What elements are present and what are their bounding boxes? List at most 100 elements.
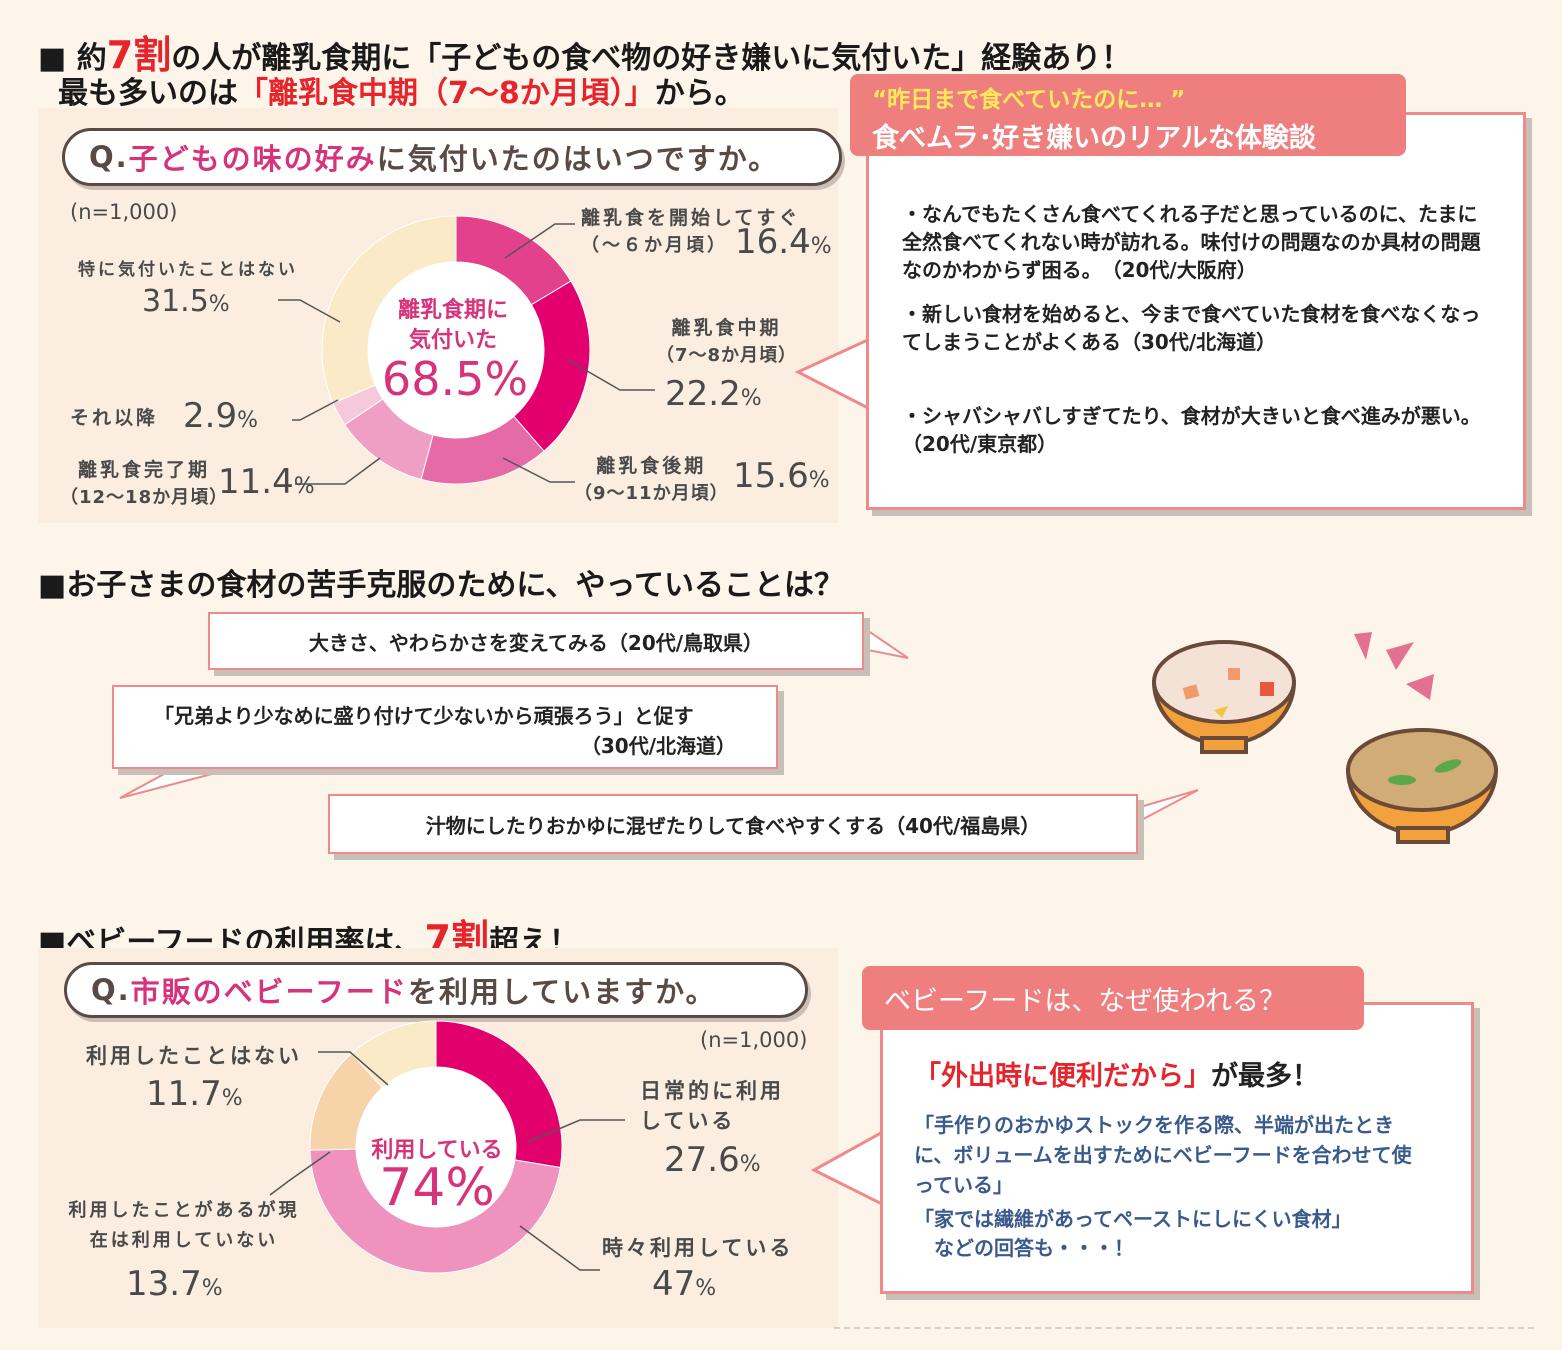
- chart2-center-value: 74%: [379, 1158, 495, 1218]
- pct-never-value: 11.7: [146, 1074, 222, 1114]
- bubble-1: 大きさ、やわらかさを変えてみる（20代/鳥取県）: [208, 612, 864, 670]
- pct-late-value: 15.6: [733, 456, 809, 496]
- title-highlight: 7割: [106, 33, 172, 77]
- experience-box: [866, 112, 1526, 510]
- label-late-sub: （9〜11か月頃）: [574, 483, 729, 504]
- label-past: 利用したことがあるが現在は利用していない: [68, 1200, 300, 1251]
- pct-none: 31.5%: [142, 284, 230, 319]
- reason-headline: 「外出時に便利だから」が最多！: [914, 1054, 1319, 1093]
- chart2-donut: [269, 1020, 625, 1274]
- label-start-name: 離乳食を開始してすぐ: [581, 207, 801, 229]
- comment-3: ・シャバシャバしすぎてたり、食材が大きいと食べ進みが悪い。（20代/東京都）: [902, 404, 1481, 456]
- bubble-2: 「兄弟より少なめに盛り付けて少ないから頑張ろう」と促す （30代/北海道）: [112, 685, 778, 769]
- label-late: 離乳食後期 （9〜11か月頃）: [574, 452, 729, 508]
- chart2-n: (n=1,000): [700, 1028, 808, 1052]
- pct-mid: 22.2%: [665, 374, 762, 414]
- food-illustration: [1151, 632, 1499, 844]
- donut-hole: [368, 262, 544, 438]
- leader-line-1: [519, 1225, 600, 1271]
- pct-complete: 11.4%: [218, 462, 315, 502]
- pct-late: 15.6%: [733, 456, 830, 496]
- label-start: 離乳食を開始してすぐ （〜６か月頃）: [581, 204, 800, 260]
- pct-later: 2.9%: [183, 396, 258, 436]
- pct-daily: 27.6%: [664, 1140, 761, 1180]
- pct-past: 13.7%: [126, 1264, 223, 1304]
- label-mid-name: 離乳食中期: [671, 317, 782, 339]
- reason-quote-3: などの回答も・・・！: [914, 1236, 1134, 1260]
- reason-quote-1: 「手作りのおかゆストックを作る際、半端が出たときに、ボリュームを出すためにベビー…: [914, 1113, 1412, 1197]
- pct-start: 16.4%: [735, 222, 832, 262]
- comment-1: ・なんでもたくさん食べてくれる子だと思っているのに、たまに全然食べてくれない時が…: [902, 202, 1481, 282]
- question-text: に気付いたのはいつですか。: [376, 142, 780, 176]
- center-line1: 離乳食期に: [397, 298, 508, 323]
- label-mid-sub: （7〜8か月頃）: [656, 345, 798, 366]
- question-prefix: Q.: [89, 140, 129, 174]
- label-sometimes: 時々利用している: [602, 1236, 794, 1260]
- title-prefix: ■ 約: [38, 41, 107, 76]
- pointer-mask-2: [888, 1130, 896, 1206]
- slice-1: [309, 1148, 561, 1274]
- label-never: 利用したことはない: [86, 1044, 302, 1068]
- pct-mid-value: 22.2: [665, 374, 741, 414]
- center-line2: 気付いた: [408, 328, 497, 353]
- tag-line1: “昨日まで食べていたのに… ”: [872, 87, 1186, 113]
- question-highlight: 子どもの味の好み: [128, 142, 377, 176]
- chart1-center-value: 68.5%: [381, 352, 529, 406]
- subtitle-suffix: から。: [654, 76, 745, 111]
- comment-2: ・新しい食材を始めると、今まで食べていた食材を食べなくなってしまうことがよくある…: [902, 302, 1481, 354]
- tag-line2: 食べムラ･好き嫌いのリアルな体験談: [872, 123, 1316, 154]
- subtitle-prefix: 最も多いのは: [58, 76, 238, 111]
- pct-start-value: 16.4: [735, 222, 811, 262]
- leader-line-3: [295, 457, 381, 485]
- label-start-sub: （〜６か月頃）: [581, 235, 728, 256]
- leader-line-0: [504, 223, 575, 259]
- chart1-center: 離乳食期に 気付いた: [388, 296, 518, 356]
- leader-line-4: [292, 399, 339, 421]
- label-mid: 離乳食中期 （7〜8か月頃）: [656, 314, 797, 370]
- leader-line-1: [567, 359, 655, 391]
- leader-line-3: [318, 1051, 389, 1086]
- reason-box: [880, 1002, 1474, 1294]
- leader-line-2: [269, 1151, 331, 1196]
- leader-line-2: [502, 457, 575, 483]
- label-none: 特に気付いたことはない: [78, 260, 298, 280]
- pct-sometimes: 47%: [652, 1264, 717, 1304]
- pointer-mask: [874, 340, 882, 400]
- chart1-donut: [278, 215, 655, 485]
- pct-later-value: 2.9: [183, 396, 238, 436]
- label-complete: 離乳食完了期 （12〜18か月頃）: [60, 456, 228, 512]
- chart2-center-label: 利用している: [371, 1138, 503, 1163]
- pct-complete-value: 11.4: [218, 462, 294, 502]
- surprise-marks-icon: [1354, 632, 1434, 700]
- bubble-2-line1: 「兄弟より少なめに盛り付けて少ないから頑張ろう」と促す: [154, 704, 694, 728]
- label-complete-sub: （12〜18か月頃）: [60, 487, 229, 508]
- chart2-question: Q. 市販のベビーフード を利用していますか。: [64, 962, 808, 1018]
- pct-sometimes-value: 47: [652, 1264, 696, 1304]
- bottom-divider: [834, 1327, 1534, 1329]
- pct-past-value: 13.7: [126, 1264, 202, 1304]
- bubble-2-line2: （30代/北海道）: [580, 734, 736, 758]
- subtitle-highlight: 「離乳食中期（7〜8か月頃）」: [238, 76, 655, 111]
- donut-hole: [356, 1067, 516, 1227]
- reason-tag: ベビーフードは、なぜ使われる？: [862, 966, 1364, 1030]
- label-complete-name: 離乳食完了期: [78, 459, 211, 481]
- chart1-question: Q. 子どもの味の好み に気付いたのはいつですか。: [62, 128, 842, 186]
- section1-subtitle: 最も多いのは「離乳食中期（7〜8か月頃）」から。: [58, 68, 745, 112]
- reason-headline-highlight: 「外出時に便利だから」: [914, 1061, 1211, 1092]
- reason-quote-2: 「家では繊維があってペーストにしにくい食材」: [914, 1207, 1352, 1231]
- reason-headline-suffix: が最多！: [1211, 1061, 1319, 1092]
- label-later: それ以降: [70, 407, 159, 429]
- pct-never: 11.7%: [146, 1074, 243, 1114]
- rice-bowl-icon: [1151, 640, 1297, 754]
- question2-highlight: 市販のベビーフード: [130, 975, 408, 1009]
- label-late-name: 離乳食後期: [596, 455, 707, 477]
- question2-text: を利用していますか。: [407, 975, 717, 1009]
- pct-daily-value: 27.6: [664, 1140, 740, 1180]
- bubble-3: 汁物にしたりおかゆに混ぜたりして食べやすくする（40代/福島県）: [328, 794, 1138, 854]
- leader-line-0: [527, 1119, 625, 1143]
- experience-tag: “昨日まで食べていたのに… ” 食べムラ･好き嫌いのリアルな体験談: [850, 74, 1406, 156]
- section1-title: ■ 約7割の人が離乳食期に「子どもの食べ物の好き嫌いに気付いた」経験あり！: [38, 24, 1131, 79]
- section2-title: ■お子さまの食材の苦手克服のために、やっていることは？: [38, 568, 844, 603]
- label-daily: 日常的に利用している: [640, 1079, 784, 1133]
- leader-line-5: [278, 299, 341, 323]
